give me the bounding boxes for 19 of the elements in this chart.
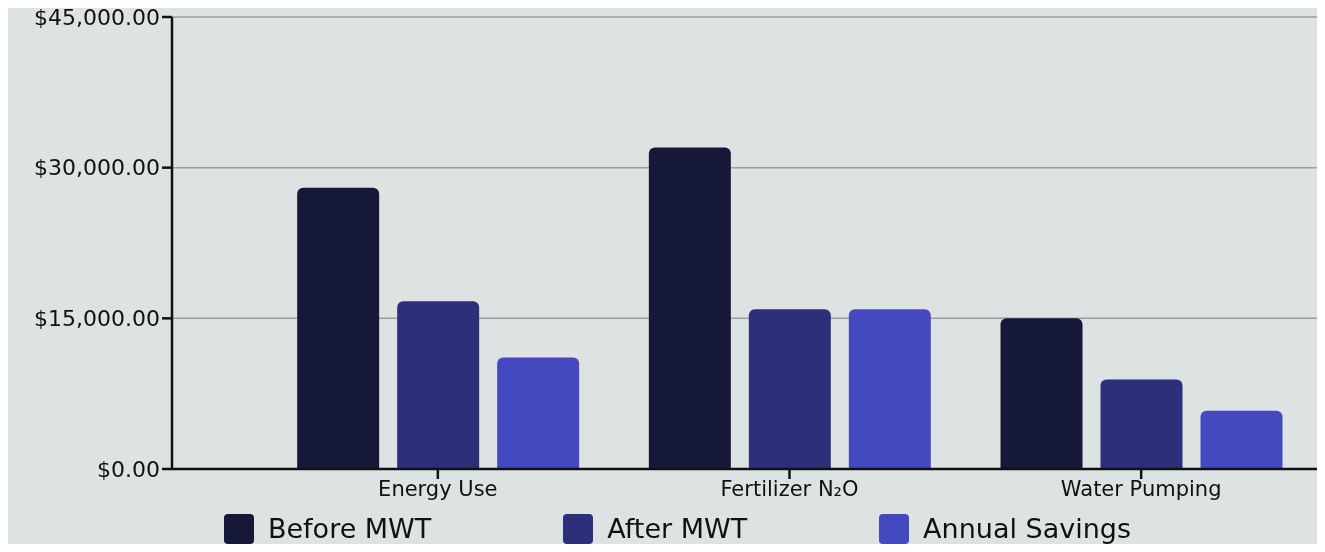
bar <box>648 147 731 469</box>
y-tick-label: $45,000.00 <box>34 4 160 30</box>
bar <box>1100 379 1183 469</box>
bar <box>1000 318 1083 469</box>
legend-label: After MWT <box>607 513 748 544</box>
y-tick-label: $15,000.00 <box>34 306 160 332</box>
y-tick-label: $30,000.00 <box>34 155 160 181</box>
bar <box>748 309 831 469</box>
bar <box>297 187 380 469</box>
bar <box>848 309 931 469</box>
legend-label: Before MWT <box>267 513 432 544</box>
x-tick-label: Water Pumping <box>1060 476 1222 501</box>
bar <box>1200 410 1283 469</box>
y-tick-label: $0.00 <box>97 456 160 482</box>
x-tick-label: Energy Use <box>378 476 498 501</box>
legend-label: Annual Savings <box>923 513 1132 544</box>
x-tick-label: Fertilizer N₂O <box>720 476 859 501</box>
bar <box>397 301 480 469</box>
bar <box>497 357 580 469</box>
